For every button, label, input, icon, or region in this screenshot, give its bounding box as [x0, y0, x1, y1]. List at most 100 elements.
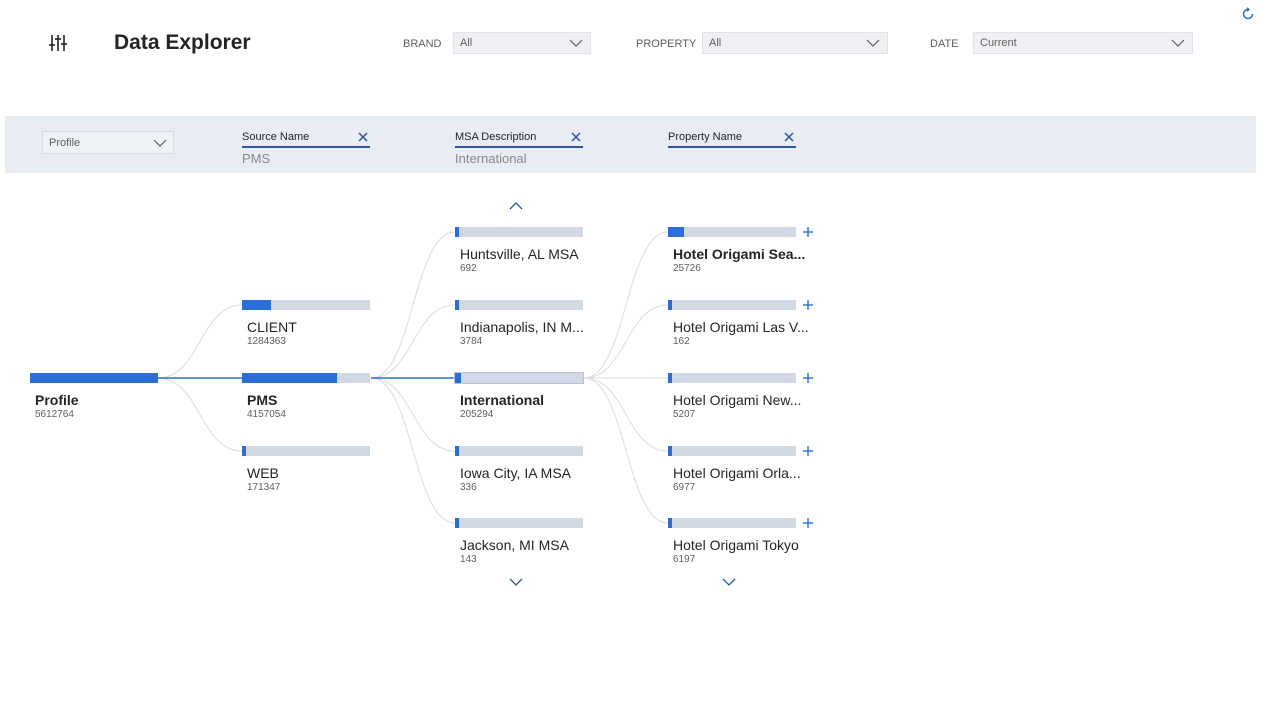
node-label: Hotel Origami New...: [673, 392, 802, 408]
node-bar-fill: [455, 373, 462, 383]
node-label: Indianapolis, IN M...: [460, 319, 584, 335]
node-count: 143: [460, 554, 477, 565]
tree-node-source-1[interactable]: PMS 4157054: [242, 373, 370, 420]
node-bar-fill: [668, 446, 673, 456]
node-bar-fill: [455, 300, 459, 310]
date-filter-select[interactable]: Current: [973, 32, 1193, 54]
node-bar: [242, 373, 370, 383]
node-count: 25726: [673, 263, 701, 274]
tree-node-source-2[interactable]: WEB 171347: [242, 446, 370, 493]
node-count: 3784: [460, 336, 483, 347]
close-icon[interactable]: [569, 130, 583, 144]
scroll-up-chevron-icon[interactable]: [508, 198, 524, 214]
close-icon[interactable]: [782, 130, 796, 144]
tree-node-msa-0[interactable]: Huntsville, AL MSA 692: [455, 227, 583, 274]
tree-node-source-0[interactable]: CLIENT 1284363: [242, 300, 370, 347]
tree-node-msa-1[interactable]: Indianapolis, IN M... 3784: [455, 300, 584, 347]
node-bar: [668, 518, 796, 528]
level-header-name: Source Name: [242, 131, 310, 143]
node-bar-fill: [242, 373, 337, 383]
node-count: 1284363: [247, 336, 286, 347]
node-label: Jackson, MI MSA: [460, 537, 569, 553]
node-bar-fill: [668, 518, 672, 528]
node-bar: [668, 373, 796, 383]
node-bar-fill: [668, 373, 672, 383]
node-bar: [242, 446, 370, 456]
node-bar: [30, 373, 158, 383]
node-label: CLIENT: [247, 319, 297, 335]
expand-plus-icon[interactable]: [802, 445, 814, 457]
node-count: 6977: [673, 482, 696, 493]
node-bar-fill: [668, 300, 672, 310]
date-filter-label: DATE: [930, 38, 959, 50]
node-count: 162: [673, 336, 690, 347]
tree-node-property-3[interactable]: Hotel Origami Orla... 6977: [668, 446, 801, 493]
brand-filter-label: BRAND: [403, 38, 442, 50]
dimension-select-value: Profile: [49, 136, 81, 149]
filter-band: [5, 116, 1256, 173]
node-label: Hotel Origami Tokyo: [673, 537, 799, 553]
brand-filter-value: All: [460, 37, 473, 49]
expand-plus-icon[interactable]: [802, 226, 814, 238]
node-count: 336: [460, 482, 477, 493]
node-bar: [455, 300, 583, 310]
node-count: 5612764: [35, 409, 74, 420]
level-header-value: International: [455, 151, 527, 166]
node-bar: [668, 227, 796, 237]
node-count: 205294: [460, 409, 494, 420]
chevron-down-icon: [866, 39, 880, 47]
brand-filter-select[interactable]: All: [453, 32, 591, 54]
node-count: 171347: [247, 482, 281, 493]
tree-node-property-4[interactable]: Hotel Origami Tokyo 6197: [668, 518, 799, 565]
connector-line: [370, 377, 456, 452]
refresh-icon[interactable]: [1241, 7, 1255, 21]
connector-line: [583, 377, 669, 524]
filter-settings-icon[interactable]: [48, 33, 68, 53]
level-header-property-name: Property Name: [668, 129, 796, 151]
connector-line: [370, 377, 456, 524]
tree-node-msa-3[interactable]: Iowa City, IA MSA 336: [455, 446, 583, 493]
connector-line: [583, 377, 669, 452]
page-title: Data Explorer: [114, 31, 251, 54]
close-icon[interactable]: [356, 130, 370, 144]
node-bar: [455, 227, 583, 237]
expand-plus-icon[interactable]: [802, 372, 814, 384]
node-bar: [242, 300, 370, 310]
level-header-name: MSA Description: [455, 131, 537, 143]
property-filter-select[interactable]: All: [702, 32, 888, 54]
property-filter-value: All: [709, 37, 722, 49]
date-filter-value: Current: [980, 37, 1017, 49]
connector-line: [370, 231, 456, 379]
node-label: Huntsville, AL MSA: [460, 246, 579, 262]
node-count: 692: [460, 263, 477, 274]
node-bar: [668, 300, 796, 310]
node-bar: [668, 446, 796, 456]
node-bar: [454, 372, 584, 384]
tree-node-property-1[interactable]: Hotel Origami Las V... 162: [668, 300, 809, 347]
property-filter-label: PROPERTY: [636, 38, 697, 50]
node-bar-fill: [455, 518, 459, 528]
node-bar-fill: [455, 227, 459, 237]
node-label: International: [460, 392, 545, 408]
expand-plus-icon[interactable]: [802, 299, 814, 311]
scroll-down-chevron-icon[interactable]: [508, 574, 524, 590]
dimension-select[interactable]: Profile: [42, 131, 174, 154]
tree-node-property-2[interactable]: Hotel Origami New... 5207: [668, 373, 802, 420]
level-header-source-name: Source Name PMS: [242, 129, 370, 166]
connector-line: [157, 377, 243, 452]
connector-line: [583, 304, 669, 379]
node-bar-fill: [668, 227, 684, 237]
connector-line: [370, 304, 456, 379]
tree-node-root[interactable]: Profile 5612764: [30, 373, 158, 420]
node-label: Profile: [35, 392, 79, 408]
expand-plus-icon[interactable]: [802, 517, 814, 529]
tree-node-property-0[interactable]: Hotel Origami Sea... 25726: [668, 227, 805, 274]
connector-line: [583, 231, 669, 379]
tree-node-msa-4[interactable]: Jackson, MI MSA 143: [455, 518, 583, 565]
level-header-msa-description: MSA Description International: [455, 129, 583, 166]
node-count: 4157054: [247, 409, 286, 420]
scroll-down-chevron-icon[interactable]: [721, 574, 737, 590]
tree-node-msa-2[interactable]: International 205294: [454, 372, 584, 420]
chevron-down-icon: [1171, 39, 1185, 47]
